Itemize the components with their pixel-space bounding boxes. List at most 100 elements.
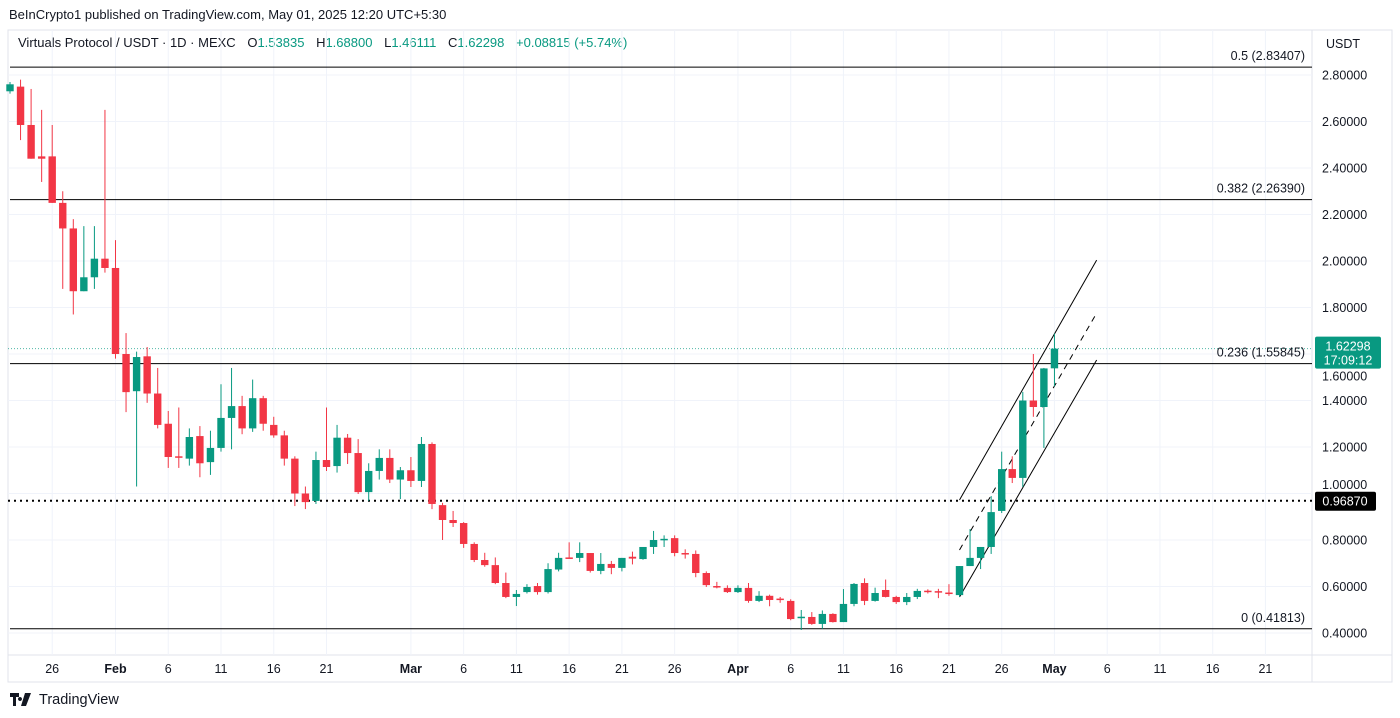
candle-body: [449, 520, 457, 524]
high-label: H: [316, 35, 326, 50]
candle: [1040, 367, 1048, 448]
x-tick-label: Mar: [400, 662, 422, 676]
candle-body: [27, 124, 35, 159]
tradingview-logo[interactable]: TradingView: [10, 692, 119, 708]
y-tick-label: 1.60000: [1322, 370, 1367, 384]
candle-body: [481, 559, 489, 566]
candle: [903, 593, 911, 606]
brand-name: TradingView: [39, 692, 119, 708]
chart-frame: [7, 29, 1393, 683]
support-price-value: 0.96870: [1322, 494, 1367, 508]
x-tick-label: 11: [215, 662, 228, 676]
candle-body: [375, 457, 383, 471]
candle: [111, 240, 120, 359]
bar-countdown: 17:09:12: [1324, 354, 1373, 368]
candle-body: [818, 613, 827, 624]
last-price-badge: [1315, 336, 1381, 369]
candle: [723, 585, 732, 594]
currency-label[interactable]: USDT: [1326, 37, 1361, 51]
candle-body: [333, 437, 341, 467]
close-label: C: [448, 35, 458, 50]
candle: [37, 109, 46, 182]
y-tick-label: 0.80000: [1322, 534, 1367, 548]
candle-body: [248, 398, 257, 429]
candle-body: [238, 406, 246, 429]
fib-level-label: 0.5 (2.83407): [1231, 49, 1305, 63]
candle: [1029, 354, 1038, 417]
candle: [597, 553, 605, 575]
candle: [16, 79, 25, 141]
candle-body: [586, 553, 594, 571]
candle: [217, 384, 225, 452]
candle: [27, 88, 35, 159]
open-label: O: [247, 35, 258, 50]
candle: [755, 591, 763, 603]
x-tick-label: 26: [668, 662, 682, 676]
candle-body: [808, 616, 816, 624]
candle-body: [850, 583, 858, 604]
last-price-value: 1.62298: [1325, 340, 1370, 354]
candle-body: [976, 546, 985, 558]
candle: [850, 583, 858, 607]
candle-body: [69, 228, 77, 292]
candle-body: [1008, 469, 1016, 478]
symbol-legend: Virtuals Protocol / USDT · 1D · MEXC O1.…: [18, 35, 627, 50]
candle-body: [523, 586, 531, 593]
candle-body: [343, 437, 352, 454]
candle-body: [628, 556, 637, 559]
candle-body: [59, 202, 67, 229]
y-tick-label: 2.00000: [1322, 255, 1367, 269]
high-value: 1.68800: [325, 35, 373, 50]
x-tick-label: 6: [460, 662, 467, 676]
candle: [934, 588, 943, 599]
candle-body: [502, 583, 510, 597]
candle: [734, 585, 742, 594]
candle: [238, 395, 246, 435]
x-tick-label: 21: [1258, 662, 1272, 676]
candle-body: [734, 587, 742, 593]
candle-body: [576, 553, 584, 558]
candle: [80, 226, 88, 292]
candle-body: [987, 512, 995, 547]
candle-body: [428, 443, 436, 504]
candle-body: [470, 543, 478, 560]
candle-body: [881, 589, 890, 597]
candle: [797, 609, 805, 630]
candle-body: [660, 538, 668, 541]
candle: [533, 583, 542, 595]
candle-body: [945, 592, 953, 595]
candle: [6, 81, 14, 94]
open-value: 1.53835: [257, 35, 305, 50]
candle: [90, 226, 99, 289]
y-tick-label: 2.40000: [1322, 162, 1367, 176]
y-tick-label: 2.60000: [1322, 115, 1367, 129]
x-tick-label: 11: [1153, 662, 1166, 676]
candle-body: [185, 437, 194, 459]
candle-body: [154, 393, 162, 425]
candle-body: [934, 591, 943, 593]
candle-body: [143, 356, 151, 394]
candle-body: [396, 470, 405, 480]
candle-body: [744, 587, 753, 601]
candle: [132, 351, 141, 487]
candle: [987, 496, 995, 554]
support-price-badge: [1315, 491, 1376, 511]
candle: [839, 589, 848, 623]
symbol-title[interactable]: Virtuals Protocol / USDT · 1D · MEXC: [18, 35, 236, 50]
candle: [449, 510, 457, 527]
y-tick-label: 0.60000: [1322, 580, 1367, 594]
candle: [270, 416, 278, 438]
channel-line-upper: [959, 259, 1098, 501]
y-tick-label: 0.40000: [1322, 627, 1367, 641]
candle: [164, 410, 172, 468]
candle-body: [491, 565, 499, 584]
candle-body: [407, 470, 415, 481]
candle: [491, 557, 499, 585]
candle: [523, 584, 531, 594]
x-tick-label: May: [1042, 662, 1066, 676]
candle-body: [132, 357, 141, 392]
candle-body: [839, 603, 848, 623]
candle: [417, 437, 426, 487]
candle: [998, 451, 1006, 514]
